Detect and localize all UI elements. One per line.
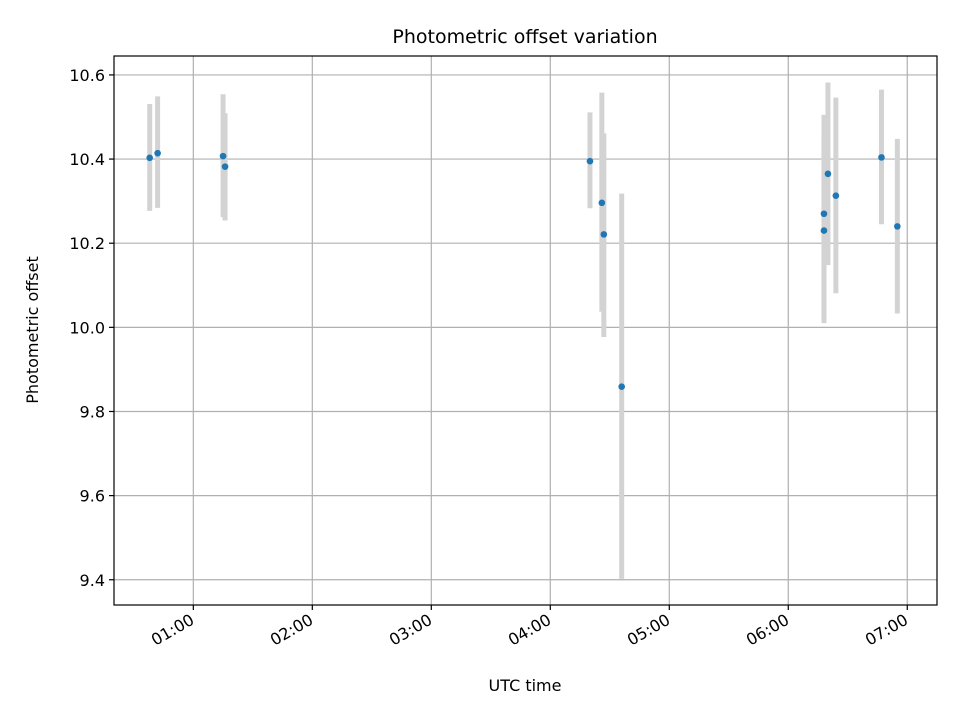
x-axis-title: UTC time <box>489 676 562 695</box>
data-point <box>221 163 229 170</box>
plot-frame <box>113 55 938 606</box>
chart-title: Photometric offset variation <box>392 26 657 48</box>
grid-layer <box>114 56 937 605</box>
y-tick-label: 9.6 <box>80 487 105 506</box>
y-tick-label: 10.0 <box>69 318 105 337</box>
y-tick-label: 9.4 <box>80 571 105 590</box>
data-point <box>878 154 885 161</box>
y-tick-label: 10.6 <box>69 66 105 85</box>
y-axis-title: Photometric offset <box>23 256 42 404</box>
point-layer <box>146 149 901 390</box>
data-point <box>820 210 828 218</box>
data-point <box>820 227 828 234</box>
data-point <box>219 152 227 160</box>
y-tick-label: 10.2 <box>69 234 105 253</box>
data-point <box>618 383 625 390</box>
y-tick-label: 10.4 <box>69 150 105 169</box>
data-point <box>154 149 161 157</box>
data-point <box>832 192 840 199</box>
data-point <box>586 157 594 165</box>
data-point <box>894 223 901 230</box>
data-point <box>598 199 606 207</box>
data-point <box>146 154 153 162</box>
data-point <box>824 170 832 178</box>
data-point <box>600 231 608 238</box>
y-tick-label: 9.8 <box>80 402 105 421</box>
